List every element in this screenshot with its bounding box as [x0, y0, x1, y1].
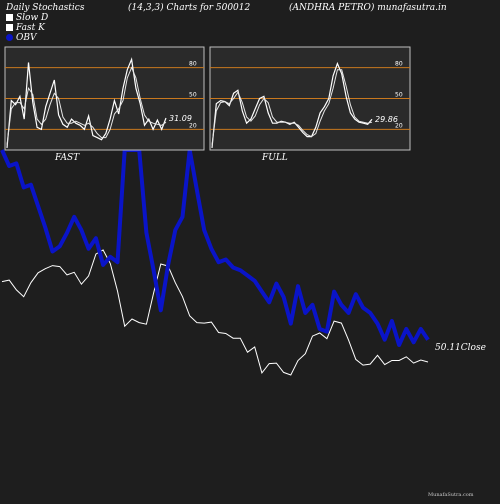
header-title-center: (14,3,3) Charts for 500012 — [128, 3, 251, 13]
fast-stochastic-panel: 20 50 80 31.09 — [4, 46, 205, 151]
legend-swatch-obv — [6, 34, 13, 41]
fast-panel-label: FAST — [55, 153, 80, 163]
fast-tick-label-80: 80 — [189, 61, 197, 68]
legend-item-obv: OBV — [6, 33, 37, 43]
full-last-value-label: 29.86 — [375, 115, 398, 124]
fast-last-value-label: 31.09 — [169, 114, 192, 123]
legend-label-fast-k: Fast K — [16, 23, 45, 33]
fast-series-fast-k — [6, 57, 167, 148]
full-series-slow-d — [211, 69, 373, 145]
obv-line — [0, 148, 430, 347]
full-panel-label: FULL — [262, 153, 288, 163]
legend-label-slow-d: Slow D — [16, 13, 49, 23]
header-title-right: (ANDHRA PETRO) munafasutra.in — [289, 3, 447, 13]
header-title-left: Daily Stochastics — [6, 3, 85, 13]
legend-swatch-slow-d — [6, 14, 13, 21]
legend-label-obv: OBV — [16, 33, 37, 43]
full-tick-label-50: 50 — [395, 92, 403, 99]
fast-tick-label-20: 20 — [189, 122, 197, 129]
fast-series-slow-d — [6, 66, 167, 145]
legend-item-fast-k: Fast K — [6, 23, 45, 33]
full-tick-label-20: 20 — [395, 122, 403, 129]
close-price-line — [1, 249, 429, 376]
main-price-plot — [0, 148, 430, 376]
full-stochastic-panel: 20 50 80 29.86 — [209, 46, 411, 151]
legend-swatch-fast-k — [6, 24, 13, 31]
fast-tick-label-50: 50 — [189, 92, 197, 99]
full-tick-label-80: 80 — [395, 61, 403, 68]
legend-item-slow-d: Slow D — [6, 13, 48, 23]
site-credit: MunafaSutra.com — [428, 492, 474, 498]
close-value-label: 50.11Close — [435, 343, 486, 353]
